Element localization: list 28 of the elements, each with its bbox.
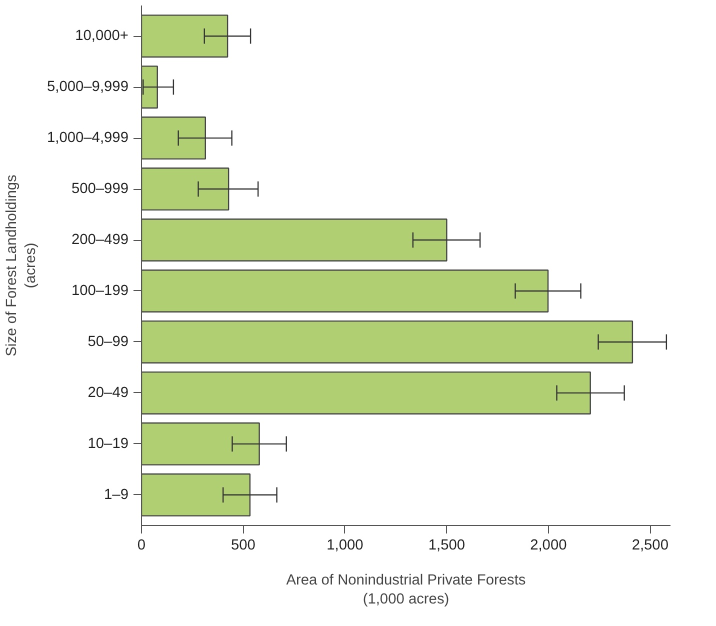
y-tick-label: 10–19: [88, 436, 129, 452]
y-tick-label: 500–999: [71, 181, 129, 198]
bar: [142, 422, 260, 466]
y-tick-label: 10,000+: [75, 28, 129, 44]
bar: [142, 168, 230, 211]
x-tick-label: 500: [231, 538, 256, 554]
bar: [142, 269, 549, 312]
x-tick-label: 0: [137, 538, 146, 554]
bar: [142, 473, 251, 516]
y-tick-label: 100–199: [71, 282, 129, 299]
y-tick-label: 1,000–4,999: [46, 130, 129, 146]
x-tick-label: 2,500: [632, 538, 669, 554]
y-tick-label: 5,000–9,999: [46, 79, 129, 96]
y-tick-label: 200–499: [71, 232, 129, 248]
bar: [142, 14, 228, 58]
x-axis-title: Area of Nonindustrial Private Forests (1,000 acres): [286, 572, 526, 608]
bar: [142, 371, 591, 414]
bar: [142, 320, 634, 364]
bar: [142, 218, 448, 262]
y-tick-label: 50–99: [88, 334, 129, 350]
y-tick-label: 20–49: [88, 384, 129, 401]
x-tick-label: 1,000: [326, 538, 364, 554]
x-tick-label: 1,500: [428, 538, 466, 554]
bar: [142, 66, 158, 109]
y-axis-title: Size of Forest Landholdings (acres): [4, 174, 39, 356]
x-tick-label: 2,000: [530, 538, 567, 554]
bar: [142, 116, 206, 160]
y-tick-label: 1–9: [104, 486, 129, 503]
